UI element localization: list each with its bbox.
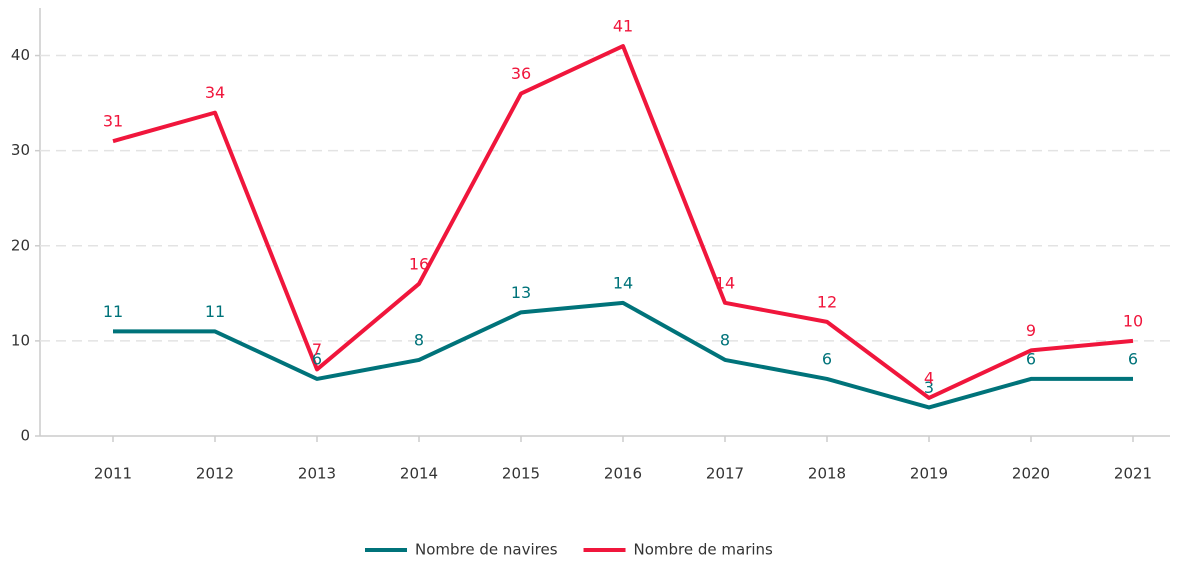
x-tick-label: 2017 [706, 465, 744, 483]
data-label: 6 [1026, 349, 1036, 368]
data-label: 12 [817, 292, 837, 311]
x-tick-label: 2019 [910, 465, 948, 483]
data-label: 16 [409, 254, 429, 273]
x-tick-label: 2015 [502, 465, 540, 483]
y-tick-label: 40 [11, 46, 30, 64]
data-label: 7 [312, 340, 322, 359]
x-tick-label: 2012 [196, 465, 234, 483]
data-label: 9 [1026, 321, 1036, 340]
x-tick-label: 2018 [808, 465, 846, 483]
y-tick-label: 20 [11, 236, 30, 254]
data-label: 14 [613, 273, 633, 292]
x-tick-label: 2016 [604, 465, 642, 483]
x-tick-label: 2011 [94, 465, 132, 483]
data-label: 8 [414, 330, 424, 349]
x-tick-label: 2013 [298, 465, 336, 483]
data-label: 34 [205, 83, 225, 102]
y-tick-label: 0 [20, 427, 30, 445]
line [113, 300, 1133, 410]
data-label: 36 [511, 64, 531, 83]
x-tick-label: 2014 [400, 465, 438, 483]
data-label: 41 [613, 17, 633, 36]
y-tick-label: 10 [11, 331, 30, 349]
data-label: 13 [511, 283, 531, 302]
data-label: 3 [924, 378, 934, 397]
line [112, 44, 1134, 400]
data-label: 4 [924, 368, 934, 387]
data-label: 11 [103, 302, 123, 321]
data-label: 6 [1128, 349, 1138, 368]
x-tick-label: 2021 [1114, 465, 1152, 483]
data-label: 6 [822, 349, 832, 368]
data-label: 10 [1123, 311, 1143, 330]
legend-label: Nombre de navires [415, 541, 558, 559]
y-tick-label: 30 [11, 141, 30, 159]
data-label: 11 [205, 302, 225, 321]
data-label: 31 [103, 112, 123, 131]
data-label: 6 [312, 349, 322, 368]
x-tick-label: 2020 [1012, 465, 1050, 483]
legend-label: Nombre de marins [634, 541, 774, 559]
data-label: 8 [720, 330, 730, 349]
data-label: 14 [715, 273, 735, 292]
